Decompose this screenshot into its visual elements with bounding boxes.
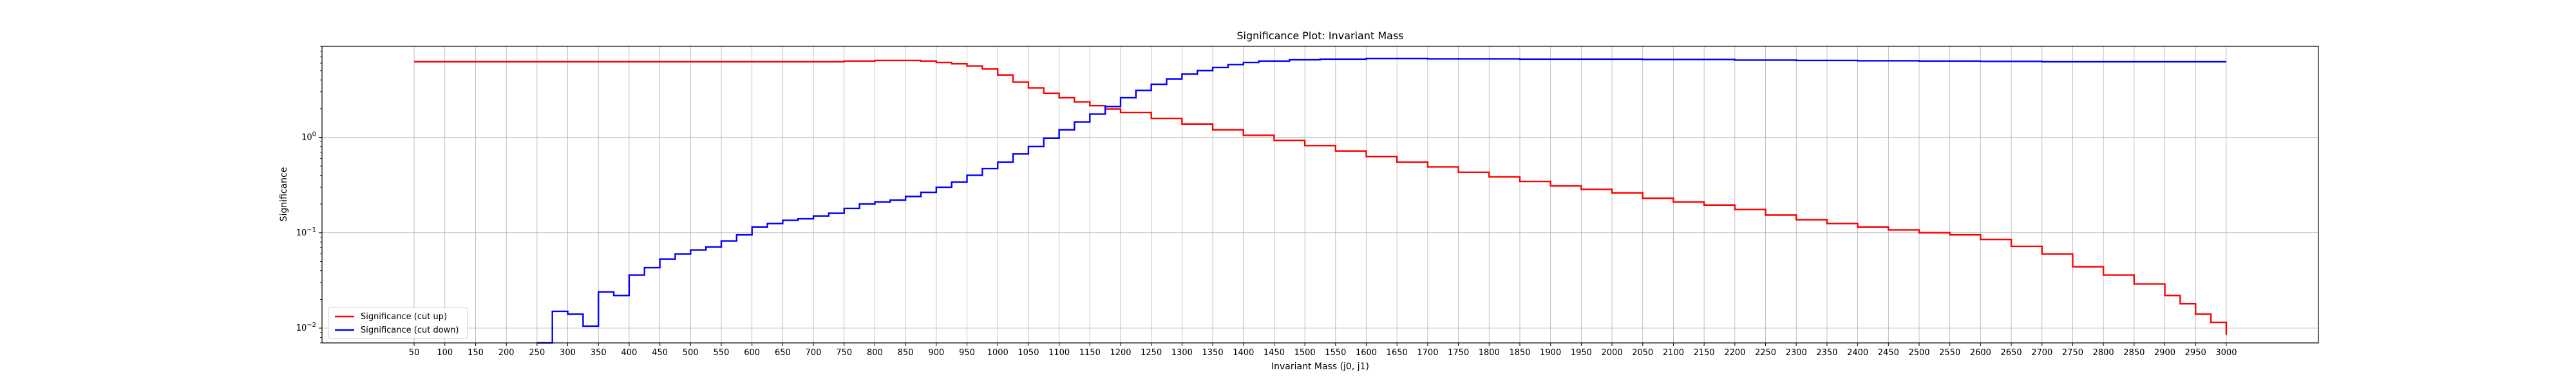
x-tick-label: 1000 [987,348,1009,358]
x-tick-label: 2800 [2093,348,2114,358]
legend-entry-label: Significance (cut down) [361,326,459,335]
x-tick-label: 950 [959,348,975,358]
x-tick-label: 2850 [2123,348,2145,358]
x-tick-label: 1400 [1233,348,1254,358]
x-tick-label: 2750 [2062,348,2083,358]
x-tick-label: 2300 [1786,348,1807,358]
legend-box [328,307,468,339]
y-axis-label: Significance [279,167,289,222]
x-tick-label: 2950 [2185,348,2206,358]
x-tick-label: 350 [591,348,607,358]
x-tick-label: 1700 [1417,348,1438,358]
y-tick-label: 10−1 [296,226,316,238]
x-tick-label: 2550 [1939,348,1960,358]
x-tick-label: 2500 [1908,348,1929,358]
x-tick-label: 2350 [1816,348,1837,358]
x-tick-label: 2400 [1847,348,1868,358]
chart-title: Significance Plot: Invariant Mass [1236,30,1403,42]
x-tick-label: 1650 [1387,348,1408,358]
x-tick-label: 450 [652,348,668,358]
x-tick-label: 1600 [1356,348,1377,358]
series-line-cut-down [536,57,2226,344]
x-tick-label: 1500 [1294,348,1316,358]
x-axis-label: Invariant Mass (j0, j1) [1271,362,1369,372]
x-tick-label: 300 [560,348,576,358]
x-tick-label: 550 [714,348,730,358]
y-axis: 10−2 10−1 100 [296,46,322,344]
x-tick-label: 2150 [1694,348,1715,358]
x-tick-label: 1750 [1448,348,1469,358]
x-tick-label: 2450 [1878,348,1899,358]
x-tick-label: 400 [621,348,638,358]
x-tick-label: 2250 [1755,348,1776,358]
x-tick-label: 1550 [1325,348,1346,358]
grid [322,46,2318,343]
x-tick-label: 1150 [1079,348,1101,358]
y-tick-label: 10−2 [296,322,316,333]
x-tick-label: 1800 [1479,348,1500,358]
x-tick-label: 1850 [1509,348,1530,358]
x-tick-label: 50 [409,348,420,358]
x-tick-label: 1200 [1110,348,1131,358]
x-axis: 50 100 150 200 250 300 350 400 450 500 550 600 650 70… [409,343,2237,358]
x-tick-label: 900 [928,348,944,358]
x-tick-label: 2600 [1970,348,1991,358]
x-tick-label: 1450 [1264,348,1285,358]
x-tick-label: 2100 [1663,348,1684,358]
x-tick-label: 650 [775,348,791,358]
series-line-cut-up [414,59,2228,335]
x-tick-label: 200 [498,348,515,358]
x-tick-label: 1950 [1571,348,1592,358]
x-tick-label: 750 [836,348,852,358]
x-tick-label: 2200 [1724,348,1745,358]
x-tick-label: 2900 [2154,348,2175,358]
x-tick-label: 2700 [2031,348,2052,358]
x-tick-label: 600 [744,348,760,358]
x-tick-label: 1900 [1540,348,1561,358]
x-tick-label: 1350 [1202,348,1224,358]
x-tick-label: 100 [437,348,453,358]
x-tick-label: 1250 [1141,348,1162,358]
x-tick-label: 1300 [1171,348,1193,358]
x-tick-label: 150 [468,348,484,358]
x-tick-label: 2650 [2001,348,2022,358]
x-tick-label: 3000 [2215,348,2237,358]
x-tick-label: 1100 [1048,348,1070,358]
plot-frame [321,46,2319,344]
x-tick-label: 2050 [1632,348,1653,358]
x-tick-label: 850 [898,348,914,358]
x-tick-label: 500 [683,348,699,358]
legend: Significance (cut up) Significance (cut d… [328,307,468,339]
x-tick-label: 1050 [1018,348,1039,358]
legend-entry-label: Significance (cut up) [361,312,447,322]
x-tick-label: 2000 [1602,348,1623,358]
x-tick-label: 700 [806,348,822,358]
y-tick-label: 100 [301,131,316,142]
plot-lines [414,57,2228,344]
x-tick-label: 800 [867,348,883,358]
x-tick-label: 250 [529,348,545,358]
